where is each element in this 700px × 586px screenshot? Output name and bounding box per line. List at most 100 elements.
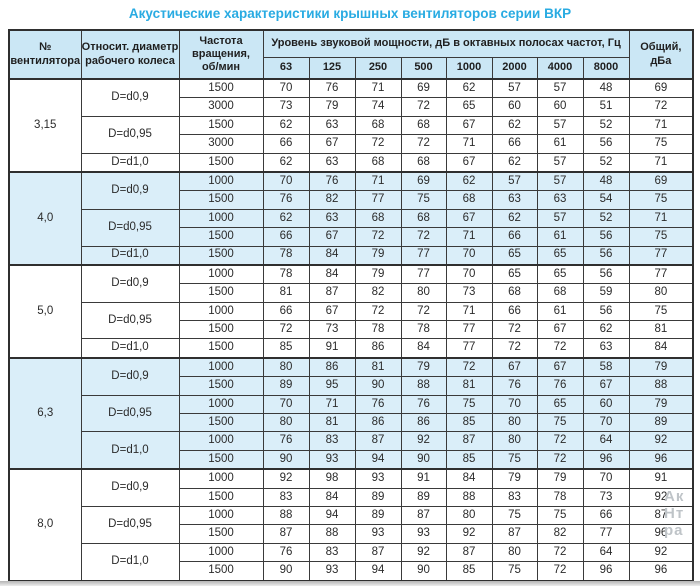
spl-value-cell: 65	[536, 263, 584, 285]
diameter-cell: D=d1,0	[80, 338, 180, 359]
spl-value-cell: 66	[491, 301, 538, 322]
catalog-page: { "title": "Акустические характеристики …	[0, 6, 700, 586]
spl-value-cell: 70	[582, 468, 630, 489]
spl-value-cell: 87	[262, 524, 310, 544]
diameter-cell: D=d0,9	[80, 77, 180, 117]
speed-cell: 1000	[178, 468, 264, 489]
spl-value-cell: 79	[491, 468, 538, 489]
spl-value-cell: 84	[308, 263, 356, 285]
spl-value-cell: 85	[262, 338, 310, 359]
spl-value-cell: 98	[308, 468, 356, 489]
spl-value-cell: 62	[262, 152, 310, 173]
spl-value-cell: 88	[262, 505, 310, 526]
spl-value-cell: 68	[354, 208, 402, 229]
spl-value-cell: 56	[582, 301, 630, 322]
speed-cell: 1500	[178, 338, 264, 359]
spl-value-cell: 62	[491, 115, 538, 136]
spl-value-cell: 61	[536, 301, 584, 322]
speed-cell: 1000	[178, 394, 264, 415]
spl-value-cell: 68	[445, 190, 493, 210]
table-row: 1500 90 93 94 90 85 75 72 96 96	[9, 449, 694, 470]
spl-value-cell: 62	[262, 115, 310, 136]
spl-value-cell: 86	[354, 338, 402, 359]
spl-value-cell: 91	[400, 468, 447, 489]
table-body: 3,15 D=d0,9 1500 70 76 71 69 62 57 57 48 69 3000 73 79…	[8, 77, 694, 582]
spl-value-cell: 73	[582, 487, 630, 507]
spl-value-cell: 87	[445, 431, 493, 451]
spl-value-cell: 77	[445, 320, 493, 340]
spl-value-cell: 77	[445, 338, 493, 359]
spl-value-cell: 79	[400, 356, 447, 378]
spl-value-cell: 67	[308, 134, 356, 154]
diameter-cell: D=d0,9	[80, 356, 180, 396]
spl-value-cell: 67	[308, 301, 356, 322]
total-value-cell: 96	[628, 449, 694, 470]
total-value-cell: 79	[628, 356, 694, 378]
spl-value-cell: 57	[491, 78, 538, 99]
spl-value-cell: 72	[445, 356, 493, 378]
spl-value-cell: 76	[536, 376, 584, 396]
col-header-freq-2000: 2000	[491, 57, 538, 80]
spl-value-cell: 51	[582, 97, 630, 117]
spl-value-cell: 76	[262, 190, 310, 210]
spl-value-cell: 78	[536, 487, 584, 507]
spl-value-cell: 60	[582, 394, 630, 415]
spl-value-cell: 72	[400, 227, 447, 247]
table-row: 8,0 D=d0,9 1000 92 98 93 91 84 79 79 70 91	[8, 468, 694, 582]
spl-value-cell: 65	[536, 245, 584, 266]
total-value-cell: 80	[628, 283, 694, 303]
spl-value-cell: 66	[262, 301, 310, 322]
total-value-cell: 96	[628, 561, 694, 582]
spl-value-cell: 85	[445, 449, 493, 470]
spl-value-cell: 87	[445, 542, 493, 563]
spl-value-cell: 68	[491, 283, 538, 303]
diameter-cell: D=d1,0	[80, 542, 180, 582]
spl-value-cell: 93	[400, 524, 447, 544]
spl-value-cell: 81	[262, 283, 310, 303]
spl-value-cell: 62	[491, 208, 538, 229]
spl-value-cell: 90	[262, 561, 310, 582]
speed-cell: 1500	[178, 376, 264, 396]
spl-value-cell: 93	[308, 449, 356, 470]
spl-value-cell: 67	[536, 320, 584, 340]
speed-cell: 1500	[178, 524, 264, 544]
table-row: 1500 76 82 77 75 68 63 63 54 75	[9, 190, 694, 210]
spl-value-cell: 71	[445, 301, 493, 322]
spl-value-cell: 70	[445, 263, 493, 285]
spl-value-cell: 80	[491, 542, 538, 563]
total-value-cell: 92	[628, 487, 694, 507]
spl-value-cell: 65	[491, 245, 538, 266]
spl-value-cell: 76	[308, 170, 356, 192]
diameter-cell: D=d0,9	[80, 170, 180, 210]
speed-cell: 3000	[178, 97, 264, 117]
diameter-cell: D=d0,9	[80, 468, 180, 507]
spl-value-cell: 63	[582, 338, 630, 359]
spl-value-cell: 70	[262, 78, 310, 99]
table-row: D=d0,95 1000 88 94 89 87 80 75 75 66 87	[9, 505, 694, 544]
spl-value-cell: 62	[491, 152, 538, 173]
col-header-sound-power-group: Уровень звуковой мощности, дБ в октавных…	[262, 29, 630, 58]
total-value-cell: 92	[628, 431, 694, 451]
spl-value-cell: 77	[582, 524, 630, 544]
table-row: 3,15 D=d0,9 1500 70 76 71 69 62 57 57 48 69	[8, 77, 694, 173]
diameter-cell: D=d1,0	[80, 431, 180, 470]
spl-value-cell: 63	[308, 152, 356, 173]
spl-value-cell: 65	[491, 263, 538, 285]
spl-value-cell: 84	[308, 245, 356, 266]
spl-value-cell: 87	[354, 431, 402, 451]
speed-cell: 1500	[178, 413, 264, 433]
table-row: D=d0,95 1000 62 63 68 68 67 62 57 52 71	[9, 208, 694, 247]
spl-value-cell: 87	[308, 283, 356, 303]
spl-value-cell: 66	[262, 227, 310, 247]
spl-value-cell: 57	[536, 152, 584, 173]
spl-value-cell: 83	[308, 431, 356, 451]
speed-cell: 3000	[178, 134, 264, 154]
col-header-total: Общий, дБа	[628, 29, 694, 80]
fan-number-cell: 8,0	[8, 468, 82, 582]
spl-value-cell: 61	[536, 134, 584, 154]
spl-value-cell: 61	[536, 227, 584, 247]
total-value-cell: 88	[628, 376, 694, 396]
spl-value-cell: 88	[308, 524, 356, 544]
total-value-cell: 79	[628, 394, 694, 415]
spl-value-cell: 96	[582, 449, 630, 470]
